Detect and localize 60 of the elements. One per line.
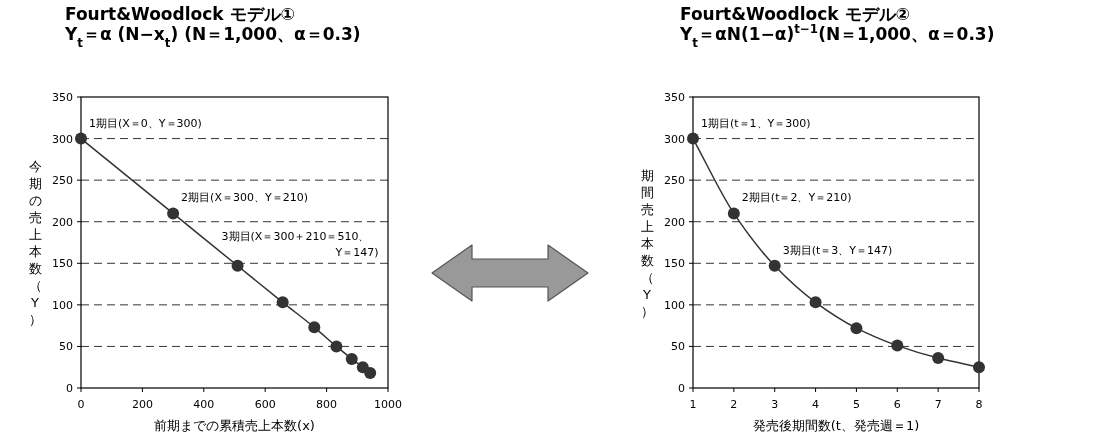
y-tick-label: 200 xyxy=(52,215,73,229)
x-tick-label: 6 xyxy=(893,398,901,411)
y-tick-label: 150 xyxy=(664,257,685,271)
chart-subtitle: Y$_{t}$＝α (N−x$_{t}$) (N＝1,000、α＝0.3) xyxy=(64,24,361,50)
x-tick-label: 400 xyxy=(193,398,215,411)
x-tick-label: 0 xyxy=(77,398,85,411)
text: 今期の売上本数（Y） xyxy=(28,159,42,327)
y-tick-label: 100 xyxy=(664,298,685,312)
y-tick-label: 50 xyxy=(59,340,73,354)
x-tick-label: 5 xyxy=(852,398,860,411)
x-tick-label: 3 xyxy=(771,398,779,411)
point xyxy=(308,321,321,334)
x-axis-title: 前期までの累積売上本数(x) xyxy=(154,418,315,433)
x-tick-label: 4 xyxy=(812,398,820,411)
point xyxy=(330,340,343,353)
chart-title: Fourt&Woodlock モデル② xyxy=(680,4,910,24)
annotation: 3期目(X＝300＋210＝510、Y＝147) xyxy=(221,229,379,259)
y-tick-label: 150 xyxy=(52,257,73,271)
x-tick-label: 800 xyxy=(316,398,338,411)
x-tick-label: 2 xyxy=(730,398,738,411)
y-tick-label: 250 xyxy=(52,174,73,188)
y-tick-label: 300 xyxy=(664,132,685,146)
annotation: 1期目(X＝0、Y＝300) xyxy=(89,116,202,130)
point xyxy=(687,132,699,145)
point xyxy=(364,367,377,380)
y-tick-label: 0 xyxy=(66,382,73,395)
y-tick-label: 350 xyxy=(52,91,73,104)
point xyxy=(850,322,863,335)
point xyxy=(75,132,87,145)
chart-title: Fourt&Woodlock モデル① xyxy=(65,4,295,24)
point xyxy=(231,259,244,272)
x-axis-title: 発売後期間数(t、発売週＝1) xyxy=(752,418,920,433)
x-tick-label: 8 xyxy=(975,398,983,411)
x-tick-label: 1000 xyxy=(374,398,402,411)
text: 期間売上本数（Y） xyxy=(640,167,654,319)
x-tick-label: 7 xyxy=(934,398,942,411)
y-tick-label: 250 xyxy=(664,174,685,188)
y-tick-label: 300 xyxy=(52,132,73,146)
point xyxy=(891,339,904,352)
y-tick-label: 100 xyxy=(52,298,73,312)
annotation: 1期目(t＝1、Y＝300) xyxy=(701,116,811,130)
y-tick-label: 50 xyxy=(671,340,685,354)
point xyxy=(973,361,985,374)
chart-subtitle: Y$_{t}$＝αN(1−α)$^{t−1}$(N＝1,000、α＝0.3) xyxy=(679,22,995,50)
annotation: 2期目(X＝300、Y＝210) xyxy=(181,191,308,205)
y-tick-label: 200 xyxy=(664,215,685,229)
point xyxy=(167,207,180,220)
x-tick-label: 1 xyxy=(689,398,697,411)
point xyxy=(809,296,822,309)
point xyxy=(932,352,945,365)
point xyxy=(345,352,358,365)
point xyxy=(727,207,740,220)
annotation: 3期目(t＝3、Y＝147) xyxy=(782,243,893,257)
y-tick-label: 350 xyxy=(664,91,685,104)
point xyxy=(276,296,289,309)
x-tick-label: 600 xyxy=(254,398,276,411)
point xyxy=(768,259,781,272)
y-tick-label: 0 xyxy=(678,382,685,395)
annotation: 2期目(t＝2、Y＝210) xyxy=(741,191,852,205)
x-tick-label: 200 xyxy=(131,398,153,411)
